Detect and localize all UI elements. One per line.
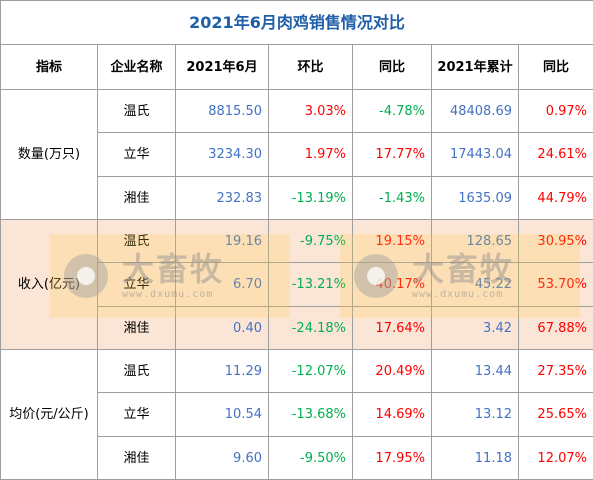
header-row: 指标 企业名称 2021年6月 环比 同比 2021年累计 同比 (1, 45, 593, 90)
cell-ytd-yoy: 24.61% (519, 133, 593, 177)
header-ytd-yoy: 同比 (519, 45, 593, 90)
company-name: 立华 (98, 393, 176, 437)
metric-label: 数量(万只) (1, 90, 98, 220)
company-name: 温氏 (98, 90, 176, 133)
cell-ytd: 3.42 (432, 307, 519, 350)
cell-mom: -12.07% (269, 350, 353, 393)
company-name: 立华 (98, 133, 176, 177)
cell-yoy: 19.15% (353, 220, 432, 263)
company-name: 温氏 (98, 220, 176, 263)
cell-mom: 3.03% (269, 90, 353, 133)
cell-ytd: 13.44 (432, 350, 519, 393)
cell-yoy: 17.95% (353, 437, 432, 480)
cell-yoy: 20.49% (353, 350, 432, 393)
cell-june: 6.70 (176, 263, 269, 307)
header-company: 企业名称 (98, 45, 176, 90)
company-name: 温氏 (98, 350, 176, 393)
cell-june: 9.60 (176, 437, 269, 480)
cell-ytd-yoy: 44.79% (519, 177, 593, 220)
cell-ytd: 1635.09 (432, 177, 519, 220)
cell-yoy: -4.78% (353, 90, 432, 133)
cell-june: 19.16 (176, 220, 269, 263)
cell-yoy: -1.43% (353, 177, 432, 220)
cell-mom: -9.75% (269, 220, 353, 263)
header-metric: 指标 (1, 45, 98, 90)
cell-mom: 1.97% (269, 133, 353, 177)
cell-yoy: 14.69% (353, 393, 432, 437)
cell-june: 8815.50 (176, 90, 269, 133)
cell-june: 3234.30 (176, 133, 269, 177)
cell-ytd-yoy: 67.88% (519, 307, 593, 350)
cell-ytd: 128.65 (432, 220, 519, 263)
cell-ytd-yoy: 12.07% (519, 437, 593, 480)
header-ytd: 2021年累计 (432, 45, 519, 90)
cell-yoy: 17.77% (353, 133, 432, 177)
cell-june: 11.29 (176, 350, 269, 393)
cell-ytd-yoy: 0.97% (519, 90, 593, 133)
cell-ytd: 45.22 (432, 263, 519, 307)
cell-ytd: 48408.69 (432, 90, 519, 133)
company-name: 湘佳 (98, 307, 176, 350)
cell-ytd-yoy: 25.65% (519, 393, 593, 437)
cell-ytd: 17443.04 (432, 133, 519, 177)
cell-mom: -24.18% (269, 307, 353, 350)
cell-mom: -13.68% (269, 393, 353, 437)
cell-ytd: 13.12 (432, 393, 519, 437)
cell-mom: -9.50% (269, 437, 353, 480)
cell-mom: -13.21% (269, 263, 353, 307)
cell-ytd-yoy: 27.35% (519, 350, 593, 393)
cell-june: 0.40 (176, 307, 269, 350)
cell-ytd: 11.18 (432, 437, 519, 480)
cell-mom: -13.19% (269, 177, 353, 220)
company-name: 湘佳 (98, 177, 176, 220)
company-name: 湘佳 (98, 437, 176, 480)
company-name: 立华 (98, 263, 176, 307)
cell-yoy: 40.17% (353, 263, 432, 307)
table-title: 2021年6月肉鸡销售情况对比 (1, 1, 593, 45)
metric-label: 收入(亿元) (1, 220, 98, 350)
cell-ytd-yoy: 53.70% (519, 263, 593, 307)
metric-label: 均价(元/公斤) (1, 350, 98, 480)
header-mom: 环比 (269, 45, 353, 90)
cell-june: 232.83 (176, 177, 269, 220)
header-june: 2021年6月 (176, 45, 269, 90)
cell-ytd-yoy: 30.95% (519, 220, 593, 263)
header-yoy: 同比 (353, 45, 432, 90)
cell-june: 10.54 (176, 393, 269, 437)
cell-yoy: 17.64% (353, 307, 432, 350)
